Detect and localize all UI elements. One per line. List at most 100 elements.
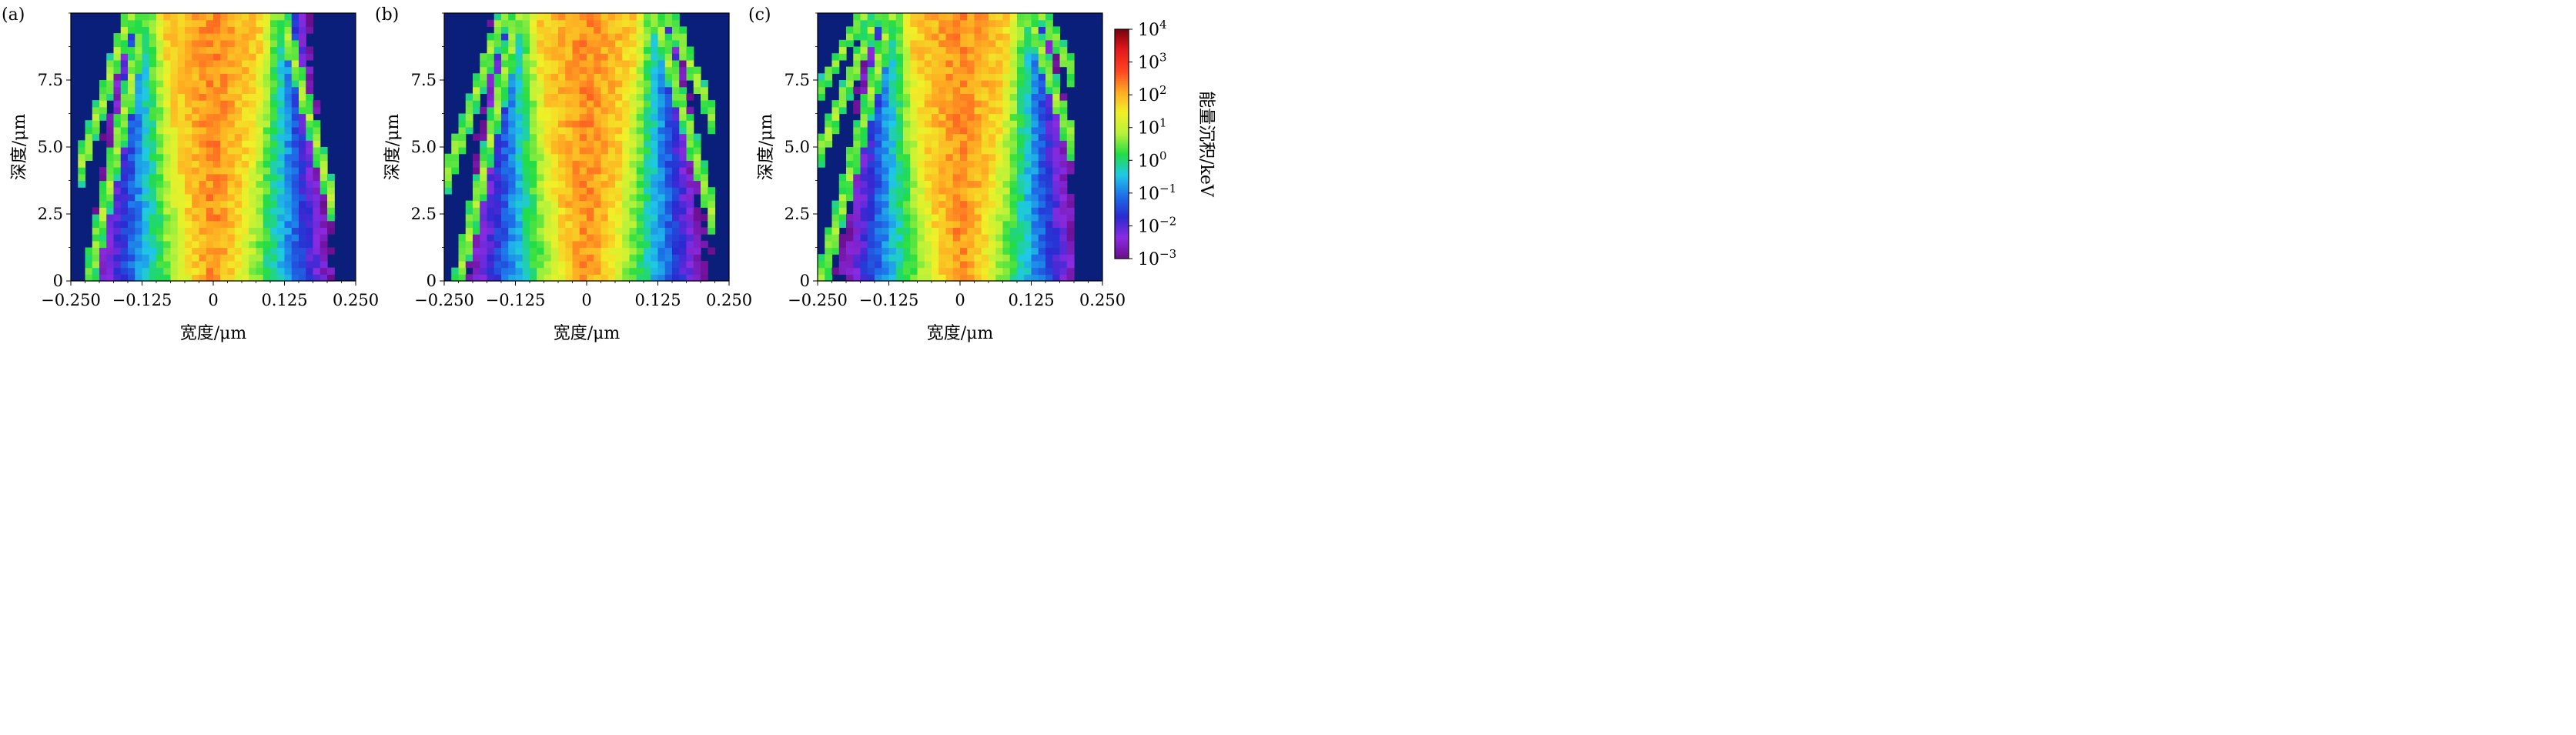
heatmap-cell [818, 80, 825, 88]
heatmap-cell [558, 234, 566, 242]
heatmap-cell [1052, 173, 1061, 182]
heatmap-cell [1002, 220, 1011, 228]
heatmap-cell [917, 140, 925, 148]
heatmap-cell [853, 187, 861, 195]
heatmap-cell [846, 254, 854, 262]
heatmap-cell [960, 26, 968, 34]
colorbar-segment [1115, 185, 1129, 189]
heatmap-cell [1052, 66, 1061, 74]
heatmap-cell [487, 167, 495, 175]
heatmap-cell [601, 160, 609, 168]
heatmap-cell [106, 180, 115, 188]
colorbar-segment [1115, 48, 1129, 51]
colorbar-segment [1115, 192, 1129, 195]
heatmap-cell [113, 167, 122, 175]
heatmap-cell [818, 147, 825, 155]
heatmap-cell [99, 93, 107, 101]
heatmap-cell [220, 73, 229, 81]
heatmap-cell [615, 247, 623, 255]
heatmap-cell [256, 207, 264, 215]
heatmap-cell [227, 33, 236, 41]
heatmap-cell [917, 66, 925, 74]
heatmap-cell [952, 147, 961, 155]
heatmap-cell [558, 140, 566, 148]
heatmap-cell [299, 220, 306, 228]
heatmap-cell [989, 260, 996, 269]
heatmap-cell [242, 86, 249, 94]
heatmap-cell [299, 147, 306, 155]
heatmap-cell [249, 160, 257, 168]
heatmap-cell [1017, 173, 1025, 182]
colorbar-segment [1115, 237, 1129, 240]
heatmap-cell [1059, 247, 1068, 255]
heatmap-cell [572, 227, 580, 235]
heatmap-cell [550, 26, 559, 34]
heatmap-cell [572, 80, 580, 88]
heatmap-cell [932, 59, 939, 68]
heatmap-cell [537, 53, 545, 61]
heatmap-cell [99, 220, 107, 228]
heatmap-cell [120, 187, 129, 195]
heatmap-cell [636, 26, 644, 34]
heatmap-cell [708, 200, 716, 208]
heatmap-cell [163, 39, 172, 48]
heatmap-cell [657, 59, 666, 68]
colorbar-label: 能量沉积/keV [1196, 91, 1216, 198]
heatmap-cell [952, 93, 961, 101]
heatmap-cell [256, 173, 264, 182]
heatmap-cell [672, 274, 680, 282]
heatmap-cell [113, 113, 122, 121]
heatmap-cell [1066, 254, 1075, 262]
heatmap-cell [1009, 66, 1018, 74]
colorbar-segment [1115, 65, 1129, 68]
heatmap-cell [299, 80, 306, 88]
heatmap-cell [234, 46, 243, 54]
heatmap-cell [270, 220, 278, 228]
heatmap-cell [487, 53, 495, 61]
heatmap-cell [701, 167, 708, 175]
heatmap-cell [1002, 173, 1011, 182]
heatmap-cell [1059, 53, 1068, 61]
heatmap-cell [895, 147, 904, 155]
heatmap-cell [818, 73, 825, 81]
heatmap-cell [875, 86, 882, 94]
heatmap-cell [480, 66, 488, 74]
heatmap-cell [92, 260, 100, 269]
heatmap-cell [550, 260, 559, 269]
heatmap-cell [113, 220, 122, 228]
heatmap-cell [508, 173, 517, 182]
heatmap-cell [256, 193, 264, 202]
heatmap-cell [135, 214, 143, 222]
heatmap-cell [149, 66, 157, 74]
heatmap-cell [974, 247, 982, 255]
heatmap-cell [473, 106, 480, 115]
heatmap-cell [895, 220, 904, 228]
heatmap-cell [213, 214, 221, 222]
heatmap-cell [1024, 59, 1032, 68]
heatmap-cell [867, 46, 875, 54]
heatmap-cell [960, 214, 968, 222]
heatmap-cell [895, 240, 904, 249]
heatmap-cell [938, 234, 947, 242]
heatmap-cell [989, 53, 996, 61]
heatmap-cell [651, 39, 659, 48]
heatmap-cell [924, 167, 932, 175]
heatmap-cell [895, 254, 904, 262]
heatmap-cell [501, 133, 509, 141]
heatmap-cell [135, 39, 143, 48]
heatmap-cell [284, 267, 293, 275]
heatmap-cell [594, 267, 602, 275]
heatmap-cell [501, 140, 509, 148]
heatmap-cell [99, 240, 107, 249]
heatmap-cell [686, 140, 694, 148]
heatmap-cell [672, 214, 680, 222]
heatmap-cell [938, 160, 947, 168]
heatmap-cell [530, 93, 537, 101]
heatmap-cell [480, 86, 488, 94]
heatmap-cell [895, 33, 904, 41]
heatmap-cell [903, 13, 911, 21]
heatmap-cell [917, 59, 925, 68]
panel-label: (a) [2, 5, 25, 25]
heatmap-cell [99, 274, 107, 282]
heatmap-cell [458, 234, 467, 242]
